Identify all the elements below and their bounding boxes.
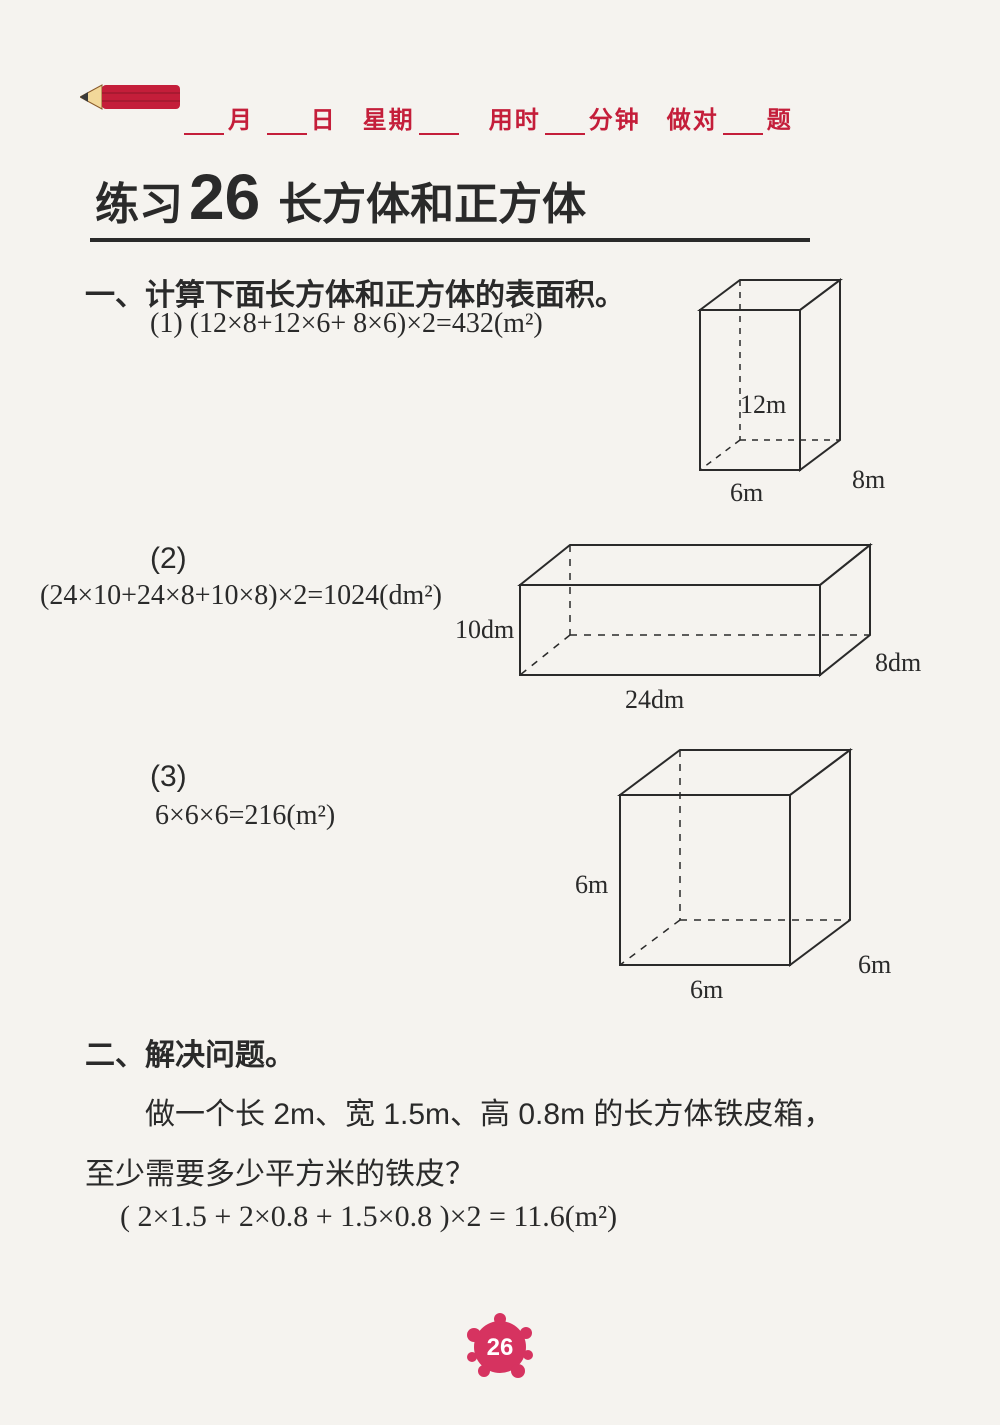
cube-figure-3 xyxy=(600,740,900,1010)
problem-1-work: (1) (12×8+12×6+ 8×6)×2=432(m²) xyxy=(150,308,543,340)
fig2-width-label: 24dm xyxy=(625,685,684,715)
fig1-width-label: 6m xyxy=(730,478,763,508)
cuboid-figure-2 xyxy=(500,530,920,710)
svg-text:26: 26 xyxy=(487,1334,514,1361)
title-underline xyxy=(90,238,810,242)
problem-3-label: (3) xyxy=(150,760,187,794)
worksheet-header: 月 日 星期 用时分钟 做对题 xyxy=(180,100,793,135)
problem-3-work: 6×6×6=216(m²) xyxy=(155,800,335,832)
problem-2-work: (24×10+24×8+10×8)×2=1024(dm²) xyxy=(40,580,442,612)
fig3-width-label: 6m xyxy=(690,975,723,1005)
problem-body-line2: 至少需要多少平方米的铁皮？ xyxy=(85,1145,475,1205)
fig1-height-label: 12m xyxy=(740,390,786,420)
fig1-depth-label: 8m xyxy=(852,465,885,495)
page-number-badge: 26 xyxy=(460,1305,540,1385)
pencil-icon xyxy=(80,65,190,115)
section-2-heading: 二、解决问题。 xyxy=(85,1030,295,1074)
fig3-height-label: 6m xyxy=(575,870,608,900)
problem-2-label: (2) xyxy=(150,542,187,576)
fig3-depth-label: 6m xyxy=(858,950,891,980)
page-title: 练习26长方体和正方体 xyxy=(95,160,586,234)
problem-body-line1: 做一个长 2m、宽 1.5m、高 0.8m 的长方体铁皮箱， xyxy=(85,1085,905,1145)
section2-work: ( 2×1.5 + 2×0.8 + 1.5×0.8 )×2 = 11.6(m²) xyxy=(120,1200,617,1234)
fig2-height-label: 10dm xyxy=(455,615,514,645)
fig2-depth-label: 8dm xyxy=(875,648,921,678)
